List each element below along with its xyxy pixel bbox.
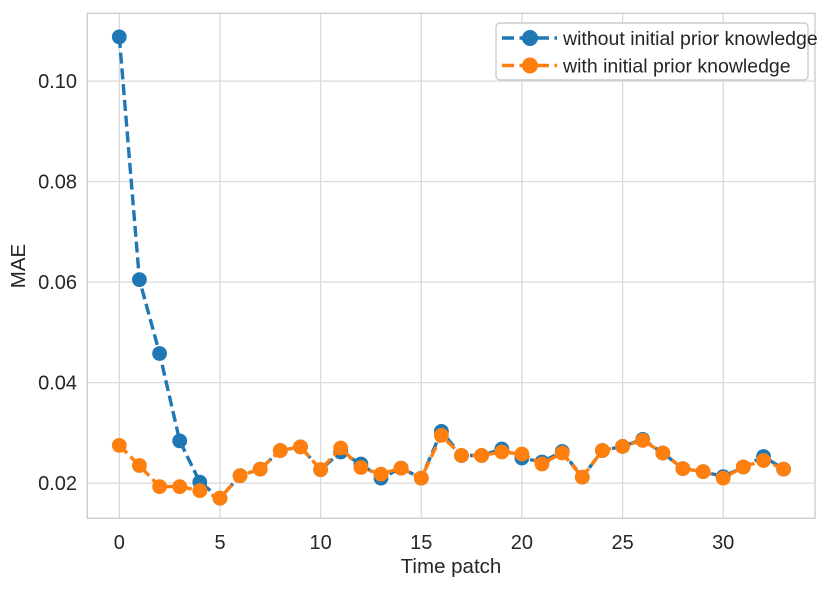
data-point-marker: [474, 448, 489, 463]
data-point-marker: [111, 29, 127, 45]
data-point-marker: [514, 446, 530, 462]
data-point-marker: [232, 468, 248, 483]
data-point-marker: [212, 490, 228, 506]
data-point-marker: [655, 445, 671, 461]
data-point-marker: [333, 440, 349, 456]
legend-box: [495, 22, 809, 81]
data-point-marker: [152, 346, 168, 361]
data-point-marker: [574, 469, 590, 485]
data-point-marker: [715, 470, 731, 486]
x-tick-label: 30: [712, 532, 734, 554]
data-point-marker: [192, 483, 208, 499]
y-axis-label: MAE: [7, 244, 30, 288]
series-layer: [111, 29, 791, 506]
data-point-marker: [393, 460, 409, 476]
data-point-marker: [675, 461, 691, 476]
data-point-marker: [454, 448, 469, 463]
x-axis-label: Time patch: [401, 555, 502, 578]
legend-label: without initial prior knowledge: [562, 28, 818, 50]
data-point-marker: [272, 443, 288, 458]
legend: without initial prior knowledge with init…: [495, 22, 818, 81]
data-point-marker: [373, 466, 389, 482]
data-point-marker: [132, 458, 147, 473]
data-point-marker: [635, 433, 651, 448]
data-point-marker: [413, 470, 429, 486]
legend-marker-icon: [522, 57, 538, 74]
data-point-marker: [695, 464, 711, 479]
data-point-marker: [595, 443, 610, 458]
data-point-marker: [615, 439, 630, 454]
data-point-marker: [111, 438, 127, 453]
data-point-marker: [776, 461, 791, 477]
y-tick-label: 0.10: [38, 71, 77, 93]
grid-layer: [87, 13, 815, 519]
y-tick-label: 0.04: [38, 373, 77, 395]
x-tick-label: 0: [114, 532, 125, 554]
data-point-marker: [756, 453, 771, 468]
y-tick-label: 0.02: [38, 473, 77, 495]
data-point-marker: [494, 444, 510, 460]
data-point-marker: [172, 479, 188, 494]
data-point-marker: [434, 428, 449, 443]
y-tick-label: 0.06: [38, 272, 77, 294]
legend-item: without initial prior knowledge: [502, 28, 818, 50]
data-point-marker: [554, 445, 570, 461]
data-point-marker: [313, 462, 328, 477]
x-tick-label: 10: [309, 532, 331, 554]
x-tick-label: 25: [611, 532, 633, 554]
legend-label: with initial prior knowledge: [562, 56, 791, 78]
data-point-marker: [132, 272, 147, 287]
series-line-with-initial-prior-knowledge: [118, 432, 785, 501]
plot-border: [86, 12, 816, 519]
data-point-marker: [735, 459, 751, 475]
data-point-marker: [172, 433, 188, 449]
data-point-marker: [353, 460, 369, 475]
legend-item: with initial prior knowledge: [502, 56, 791, 78]
data-point-marker: [152, 479, 168, 494]
x-tick-label: 20: [511, 532, 533, 554]
data-point-marker: [534, 456, 550, 472]
series-line-without-initial-prior-knowledge: [117, 36, 785, 501]
legend-marker-icon: [522, 30, 538, 46]
x-tick-label: 5: [214, 532, 225, 554]
x-tick-label: 15: [410, 532, 432, 554]
y-tick-label: 0.08: [38, 172, 77, 194]
data-point-marker: [293, 439, 308, 455]
data-point-marker: [252, 461, 268, 477]
tick-layer: 0 5 10 15 20 25 30 0.02 0.04 0.06 0.08 0.10: [38, 71, 734, 554]
